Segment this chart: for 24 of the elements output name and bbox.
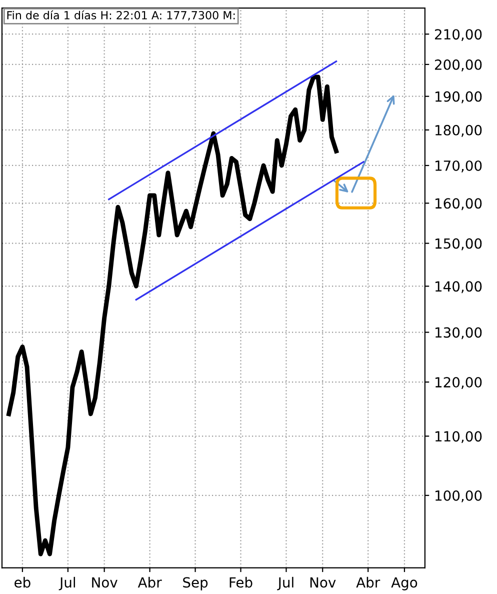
x-tick-label: Jul <box>277 576 294 590</box>
y-tick-label: 130,00 <box>435 327 482 340</box>
y-tick-label: 180,00 <box>435 124 482 137</box>
x-tick-label: Ago <box>391 577 418 590</box>
chart-title: Fin de día 1 días H: 22:01 A: 177,7300 M: <box>7 10 235 21</box>
line-series <box>6 74 338 556</box>
y-tick-label: 160,00 <box>435 198 482 210</box>
y-tick-label: 150,00 <box>435 238 482 250</box>
x-tick-label: Nov <box>92 577 118 588</box>
x-tick-label: Nov <box>310 577 336 588</box>
y-tick-label: 200,00 <box>434 59 482 72</box>
x-tick-label: Abr <box>356 576 380 588</box>
y-tick-label: 110,00 <box>435 431 482 444</box>
x-tick-label: Feb <box>230 576 252 588</box>
y-tick-label: 190,00 <box>435 91 482 104</box>
x-tick-label: Sep <box>183 577 208 590</box>
y-tick-label: 210,00 <box>434 29 482 41</box>
x-tick-label: Jul <box>58 576 76 590</box>
x-tick-label: eb <box>14 576 30 588</box>
y-tick-label: 170,00 <box>435 160 482 172</box>
x-tick-label: Abr <box>138 576 162 588</box>
y-tick-label: 100,00 <box>435 490 482 502</box>
y-tick-label: 140,00 <box>435 281 482 294</box>
y-tick-label: 120,00 <box>435 377 482 389</box>
